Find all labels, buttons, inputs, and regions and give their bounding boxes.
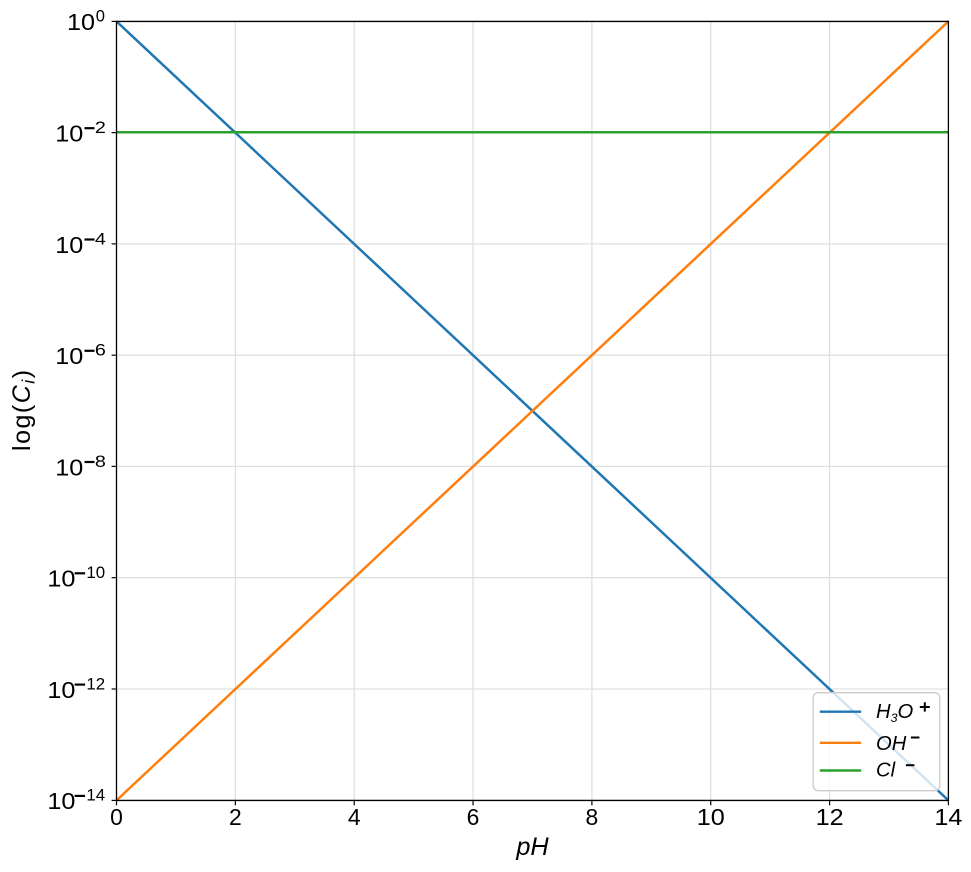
svg-text:pH: pH [515,833,549,861]
svg-text:10: 10 [55,454,83,480]
svg-text:6: 6 [95,341,106,360]
svg-text:2: 2 [95,118,106,137]
svg-text:Cl: Cl [876,760,896,782]
svg-text:12: 12 [816,804,844,830]
svg-text:4: 4 [95,229,106,248]
svg-text:14: 14 [86,786,105,805]
svg-text:10: 10 [55,121,83,147]
svg-text:0: 0 [96,7,105,26]
svg-text:10: 10 [55,343,83,369]
svg-text:10: 10 [86,563,105,582]
svg-text:14: 14 [934,804,962,830]
svg-text:12: 12 [86,674,105,693]
svg-text:8: 8 [95,452,106,471]
svg-text:10: 10 [47,677,75,703]
svg-text:10: 10 [47,566,75,592]
svg-text:10: 10 [47,788,75,814]
svg-text:10: 10 [67,9,95,35]
svg-text:0: 0 [110,804,123,830]
svg-text:10: 10 [697,804,725,830]
svg-text:6: 6 [467,804,480,830]
svg-text:2: 2 [229,804,242,830]
svg-text:OH: OH [876,733,907,755]
svg-text:8: 8 [586,804,599,830]
svg-text:10: 10 [55,232,83,258]
svg-text:4: 4 [348,804,361,830]
